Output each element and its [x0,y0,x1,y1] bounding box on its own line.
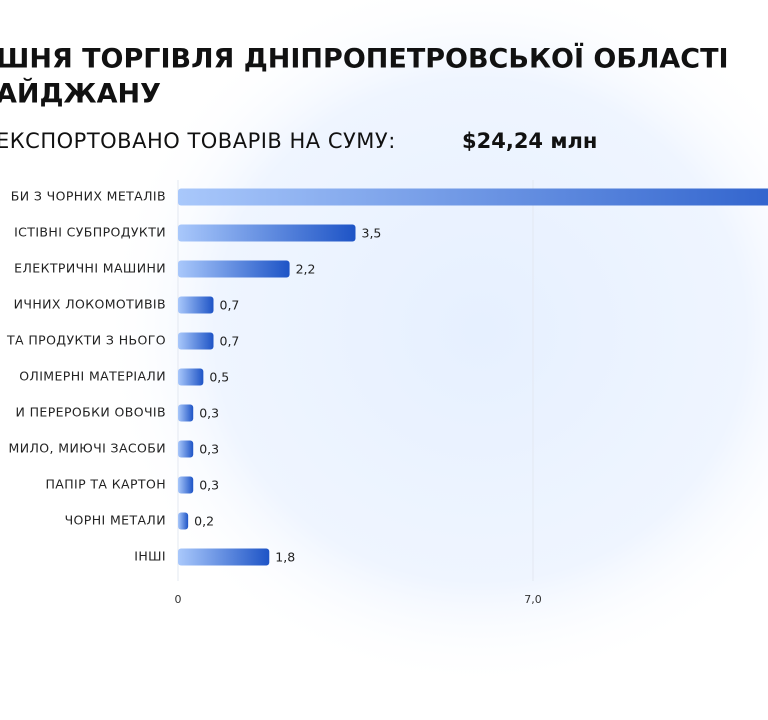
bar [178,404,194,422]
bar [178,296,214,314]
bar [178,512,189,530]
bar [178,188,768,206]
total: $24,24 млн [462,129,597,153]
category-label: ІСТІВНІ СУБПРОДУКТИ [14,225,166,240]
bar [178,548,270,566]
category-label: ТА ПРОДУКТИ З НЬОГО [6,333,166,348]
value-label: 1,8 [275,550,295,565]
bar [178,368,204,386]
category-label: ИЧНИХ ЛОКОМОТИВІВ [14,297,166,312]
background-glow [100,0,768,690]
value-label: 3,5 [362,226,382,241]
value-label: 0,3 [199,406,219,421]
value-label: 0,3 [199,442,219,457]
bar [178,440,194,458]
subtitle: ЕКСПОРТОВАНО ТОВАРІВ НА СУМУ: [0,129,396,153]
value-label: 2,2 [296,262,316,277]
category-label: МИЛО, МИЮЧІ ЗАСОБИ [9,441,166,456]
value-label: 0,3 [199,478,219,493]
title-line: ШНЯ ТОРГІВЛЯ ДНІПРОПЕТРОВСЬКОЇ ОБЛАСТІ [0,43,729,75]
value-label: 0,7 [220,334,240,349]
category-label: ІНШІ [134,549,166,564]
category-label: ЧОРНІ МЕТАЛИ [65,513,166,528]
bar [178,260,290,278]
category-label: ОЛІМЕРНІ МАТЕРІАЛИ [19,369,166,384]
category-label: ЕЛЕКТРИЧНІ МАШИНИ [14,261,166,276]
bar [178,332,214,350]
category-label: БИ З ЧОРНИХ МЕТАЛІВ [11,189,166,204]
x-tick-label: 7,0 [524,593,542,606]
title-line: АЙДЖАНУ [0,78,161,110]
value-label: 0,2 [194,514,214,529]
category-label: ПАПІР ТА КАРТОН [45,477,166,492]
x-tick-label: 0 [175,593,182,606]
bar [178,224,356,242]
value-label: 0,5 [209,370,229,385]
category-label: И ПЕРЕРОБКИ ОВОЧІВ [16,405,167,420]
bar [178,476,194,494]
value-label: 0,7 [220,298,240,313]
